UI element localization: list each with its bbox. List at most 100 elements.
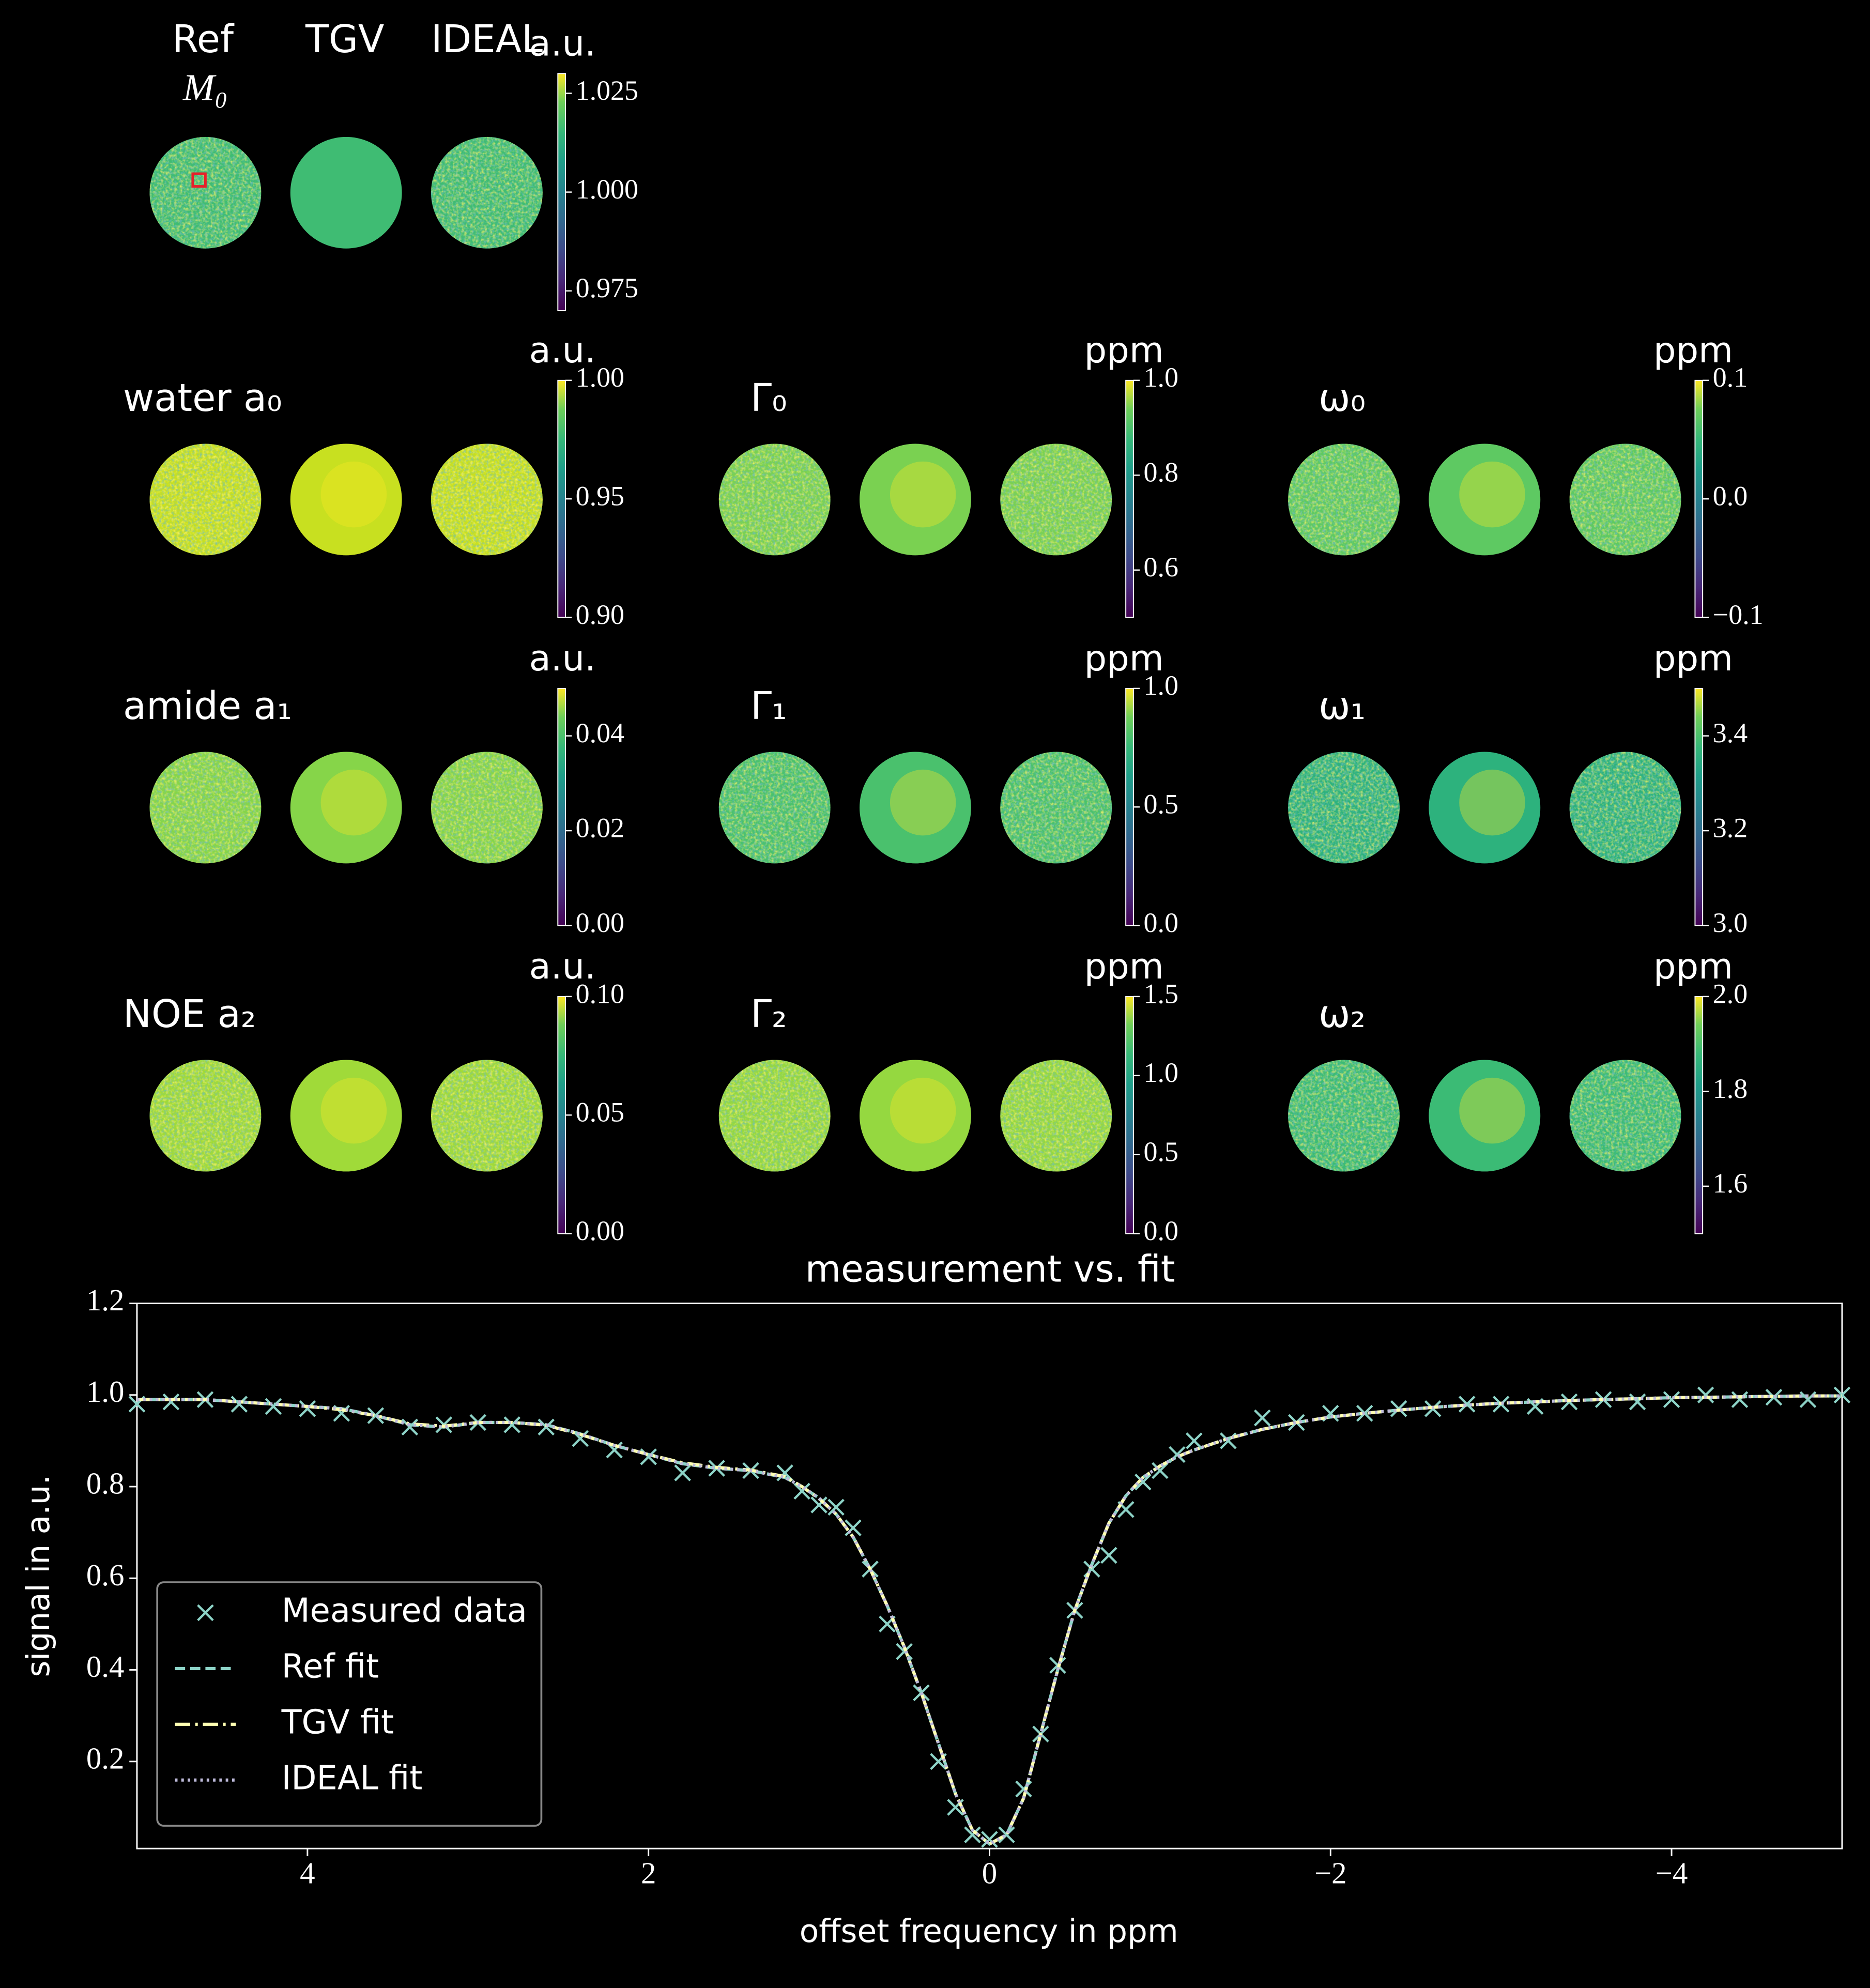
colorbar	[1694, 379, 1704, 618]
map-shading	[320, 769, 387, 836]
legend-label: TGV fit	[281, 1703, 394, 1741]
map-noise	[1000, 444, 1112, 556]
colorbar-unit: ppm	[1084, 330, 1164, 371]
colorbar-unit: ppm	[1653, 946, 1733, 987]
data-point	[981, 1831, 998, 1848]
legend-symbol	[197, 1604, 214, 1622]
map-title: ω₁	[1319, 684, 1366, 728]
map-title: NOE a₂	[123, 992, 256, 1036]
colorbar-tick-label: 0.05	[576, 1097, 624, 1128]
colorbar-tick-label: 0.6	[1143, 552, 1178, 583]
map-noise	[149, 752, 262, 864]
map-shading	[1459, 1077, 1525, 1144]
colorbar-tick-label: 0.0	[1143, 1215, 1178, 1246]
map-shading	[890, 461, 956, 528]
map-image	[290, 136, 402, 249]
colorbar-tick-label: 0.10	[576, 978, 624, 1009]
map-noise	[1000, 1060, 1112, 1172]
data-point	[1135, 1473, 1152, 1491]
data-point	[998, 1826, 1015, 1843]
x-tick-label: 4	[300, 1857, 315, 1890]
colorbar-tick-label: 0.90	[576, 599, 624, 630]
legend-label: Measured data	[282, 1592, 527, 1630]
colorbar-tick-label: 0.04	[576, 717, 624, 748]
map-image	[860, 1060, 971, 1172]
x-axis-label: offset frequency in ppm	[800, 1913, 1178, 1950]
y-tick-label: 0.2	[86, 1741, 125, 1775]
data-point	[162, 1393, 180, 1411]
map-title: water a₀	[123, 376, 282, 420]
map-image	[290, 1060, 402, 1172]
data-point	[1731, 1391, 1749, 1408]
y-tick-label: 0.8	[86, 1467, 125, 1501]
colorbar	[557, 73, 566, 311]
colorbar-tick-label: 0.00	[576, 1215, 624, 1246]
data-point	[265, 1398, 282, 1415]
colorbar-unit: ppm	[1653, 330, 1733, 371]
map-title: Γ₂	[750, 992, 787, 1036]
data-point	[827, 1498, 845, 1516]
chart-title: measurement vs. fit	[805, 1248, 1175, 1291]
column-header: Ref	[172, 18, 235, 62]
map-image	[1429, 444, 1541, 556]
colorbar-tick-label: 1.5	[1143, 978, 1178, 1009]
colorbar	[1125, 687, 1134, 926]
colorbar-tick-label: 0.02	[576, 812, 624, 843]
map-noise	[1288, 444, 1400, 556]
data-point	[845, 1519, 862, 1537]
x-tick-label: −4	[1656, 1857, 1688, 1890]
data-point	[367, 1407, 385, 1424]
data-point	[538, 1418, 555, 1436]
legend-label: IDEAL fit	[282, 1759, 423, 1797]
map-noise	[1569, 1060, 1681, 1172]
colorbar-unit: a.u.	[529, 638, 596, 679]
data-point	[1629, 1393, 1646, 1411]
colorbar-tick-label: 0.0	[1713, 481, 1748, 512]
map-noise	[149, 1060, 262, 1172]
colorbar-tick-label: 0.95	[576, 481, 624, 512]
map-noise	[431, 1060, 543, 1172]
data-point	[1663, 1391, 1680, 1408]
colorbar	[1694, 996, 1704, 1234]
map-shading	[890, 769, 956, 836]
data-point	[1152, 1462, 1169, 1479]
colorbar-tick-label: 1.6	[1713, 1168, 1748, 1199]
legend-box	[156, 1581, 543, 1827]
y-tick-label: 0.4	[86, 1650, 125, 1684]
map-noise	[718, 444, 831, 556]
x-tick-label: 2	[641, 1857, 656, 1890]
map-shading	[1459, 461, 1525, 528]
colorbar-unit: a.u.	[529, 330, 596, 371]
colorbar-unit: a.u.	[529, 23, 596, 64]
data-point	[674, 1464, 691, 1481]
data-point	[1254, 1409, 1271, 1427]
colorbar	[1125, 379, 1134, 618]
colorbar	[1125, 996, 1134, 1234]
roi-marker	[191, 172, 207, 188]
colorbar-unit: ppm	[1084, 946, 1164, 987]
column-header: TGV	[305, 18, 384, 62]
colorbar-tick-label: 3.4	[1713, 717, 1748, 748]
data-point	[1100, 1547, 1117, 1564]
data-point	[231, 1396, 248, 1413]
colorbar-tick-label: 1.0	[1143, 362, 1178, 393]
data-point	[1799, 1391, 1817, 1408]
map-noise	[431, 752, 543, 864]
colorbar-tick-label: 0.00	[576, 907, 624, 938]
colorbar	[557, 379, 566, 618]
colorbar-tick-label: 1.00	[576, 362, 624, 393]
map-noise	[431, 444, 543, 556]
map-image	[290, 752, 402, 864]
colorbar-tick-label: 0.5	[1143, 789, 1178, 820]
map-image	[860, 752, 971, 864]
colorbar-tick-label: 1.0	[1143, 670, 1178, 701]
map-noise	[149, 444, 262, 556]
colorbar-tick-label: 0.975	[576, 272, 638, 303]
colorbar-tick-label: 1.000	[576, 174, 638, 205]
data-point	[1186, 1432, 1203, 1449]
y-axis-label: signal in a.u.	[20, 1475, 57, 1677]
colorbar-tick-label: 0.8	[1143, 457, 1178, 488]
map-title: ω₂	[1319, 992, 1366, 1036]
map-noise	[1569, 752, 1681, 864]
